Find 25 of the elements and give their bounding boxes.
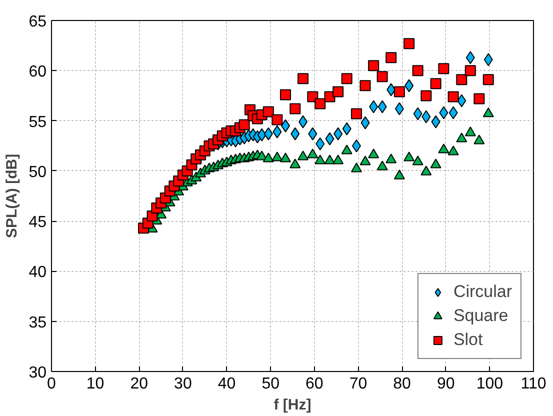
- y-tick-label: 45: [28, 214, 47, 232]
- y-tick-label: 30: [28, 364, 47, 382]
- y-tick-label: 55: [28, 114, 47, 131]
- x-tick-label: 100: [476, 376, 504, 392]
- x-tick-label: 70: [349, 376, 368, 392]
- x-tick-label: 80: [393, 376, 412, 392]
- x-tick-label: 10: [86, 376, 104, 392]
- y-tick-label: 35: [28, 314, 47, 332]
- x-tick-label: 90: [436, 376, 455, 392]
- x-tick-label: 20: [130, 376, 148, 392]
- x-tick-label: 40: [218, 376, 236, 392]
- y-tick-label: 60: [28, 64, 47, 81]
- legend-label: Circular: [453, 282, 512, 302]
- x-tick-label: 30: [174, 376, 192, 392]
- legend-label: Square: [453, 306, 508, 326]
- y-tick-label: 50: [28, 164, 47, 181]
- y-axis-title: SPL(A) [dB]: [4, 154, 21, 238]
- legend-label: Slot: [453, 330, 483, 350]
- x-tick-label: 110: [520, 376, 546, 392]
- y-tick-label: 40: [28, 264, 47, 282]
- x-tick-label: 0: [47, 376, 56, 392]
- x-tick-label: 60: [306, 376, 324, 392]
- y-tick-label: 65: [28, 14, 47, 30]
- x-tick-label: 50: [262, 376, 280, 392]
- x-axis-title: f [Hz]: [274, 396, 312, 414]
